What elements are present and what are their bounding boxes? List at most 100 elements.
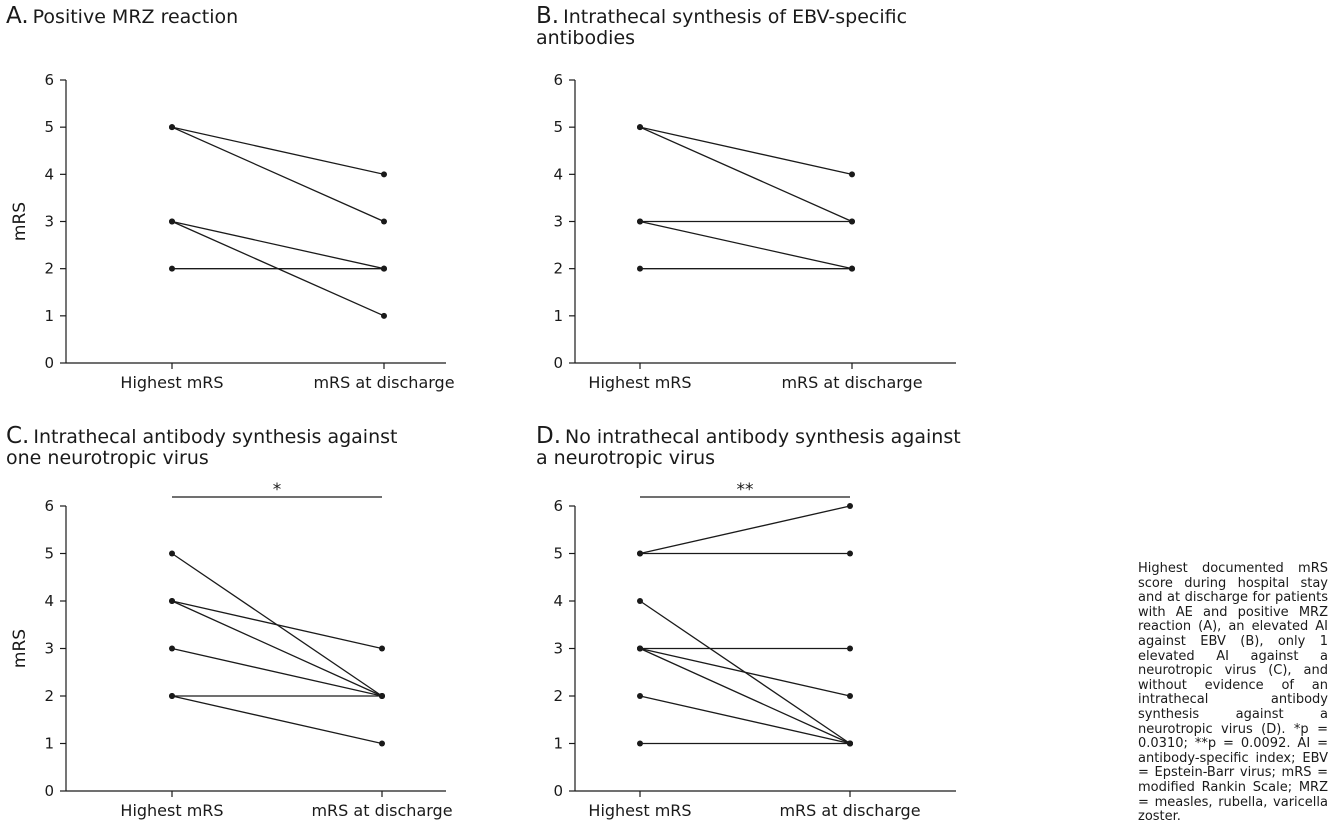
y-tick-label: 0 [44,782,54,800]
panel-d: D. No intrathecal antibody synthesis agai… [536,423,1016,823]
y-tick-label: 5 [44,118,54,136]
x-tick-label: Highest mRS [588,801,691,820]
y-tick-label: 3 [553,213,563,231]
data-point-discharge [849,265,855,272]
paired-line [171,600,383,697]
data-point-discharge [381,265,387,272]
y-tick-label: 6 [44,71,54,89]
x-tick-label: Highest mRS [120,373,223,392]
y-tick-label: 2 [553,260,563,278]
panel-title-text: Positive MRZ reaction [32,6,239,28]
panel-title: B. Intrathecal synthesis of EBV-specific … [536,3,908,49]
y-tick-label: 4 [553,592,563,610]
data-point-highest [637,265,643,272]
y-tick-label: 3 [44,213,54,231]
chart-c: 0 1 2 3 4 5 6 Highest mRS mRS at discharge mRS * [10,480,453,820]
data-point-highest [637,740,643,747]
data-point-highest [637,645,643,652]
paired-line [639,505,851,555]
panel-letter: D. [536,423,562,449]
paired-line [171,647,383,697]
data-point-highest [169,124,175,131]
chart-b: 0 1 2 3 4 5 6 Highest mRS mRS at discharge [553,71,956,392]
chart-d: 0 1 2 3 4 5 6 Highest mRS mRS at discharge ** [553,480,956,820]
paired-line [171,600,383,650]
y-tick-label: 2 [44,260,54,278]
panel-title: D. No intrathecal antibody synthesis agai… [536,423,961,469]
data-point-highest [637,550,643,557]
y-tick-label: 1 [44,735,54,753]
panel-title-text: No intrathecal antibody synthesis agains… [536,426,961,469]
x-tick-label: mRS at discharge [313,373,454,392]
panel-a: A. Positive MRZ reaction 0 1 2 3 4 5 6 Highest m… [6,3,526,406]
y-tick-label: 4 [553,165,563,183]
panel-title: A. Positive MRZ reaction [6,3,239,29]
significance-label: * [273,480,282,500]
y-tick-label: 0 [44,354,54,372]
y-tick-label: 6 [553,71,563,89]
data-point-highest [169,645,175,652]
paired-line [639,695,851,745]
y-axis-label: mRS [10,629,30,668]
data-point-highest [637,218,643,225]
data-point-highest [637,598,643,604]
y-axis-label: mRS [10,202,30,241]
y-tick-label: 3 [553,640,563,658]
paired-line [639,647,851,745]
panel-letter: C. [6,423,30,449]
data-point-discharge [847,550,853,557]
data-point-discharge [847,503,853,509]
y-tick-label: 1 [553,307,563,325]
y-tick-label: 3 [44,640,54,658]
paired-line [639,647,851,697]
data-point-discharge [379,740,385,747]
y-tick-label: 6 [553,497,563,515]
y-tick-label: 4 [44,165,54,183]
data-point-discharge [847,645,853,652]
panel-title: C. Intrathecal antibody synthesis against… [6,423,398,469]
panel-letter: B. [536,3,560,29]
panel-c: C. Intrathecal antibody synthesis against… [6,423,526,823]
data-point-discharge [849,171,855,178]
data-point-highest [169,693,175,699]
data-point-discharge [379,645,385,652]
paired-line [171,695,383,745]
data-point-highest [169,265,175,272]
panel-title-text: Intrathecal antibody synthesis against o… [6,426,398,469]
data-point-discharge [381,218,387,225]
y-tick-label: 0 [553,782,563,800]
y-tick-label: 0 [553,354,563,372]
y-tick-label: 5 [44,545,54,563]
figure-caption: Highest documented mRS score during hosp… [1138,561,1328,825]
chart-a: 0 1 2 3 4 5 6 Highest mRS mRS at discharge mRS [10,71,455,392]
data-point-highest [169,550,175,557]
data-point-discharge [381,171,387,178]
data-point-highest [637,124,643,131]
x-tick-label: mRS at discharge [311,801,452,820]
data-point-discharge [847,693,853,699]
x-tick-label: mRS at discharge [781,373,922,392]
data-point-highest [637,693,643,699]
y-tick-label: 2 [44,687,54,705]
paired-line [171,220,385,270]
significance-label: ** [737,480,754,500]
data-point-highest [169,598,175,604]
paired-line [639,220,853,270]
data-point-highest [169,218,175,225]
panel-title-text: Intrathecal synthesis of EBV-specific an… [536,6,908,49]
x-tick-label: Highest mRS [588,373,691,392]
data-point-discharge [847,740,853,747]
panel-letter: A. [6,3,29,29]
y-tick-label: 2 [553,687,563,705]
y-tick-label: 1 [553,735,563,753]
paired-line [639,126,853,175]
y-tick-label: 1 [44,307,54,325]
y-tick-label: 6 [44,497,54,515]
x-tick-label: Highest mRS [120,801,223,820]
panel-b: B. Intrathecal synthesis of EBV-specific … [536,3,1016,406]
x-tick-label: mRS at discharge [779,801,920,820]
paired-line [171,126,385,175]
y-tick-label: 4 [44,592,54,610]
data-point-discharge [379,693,385,699]
paired-line [171,126,385,223]
